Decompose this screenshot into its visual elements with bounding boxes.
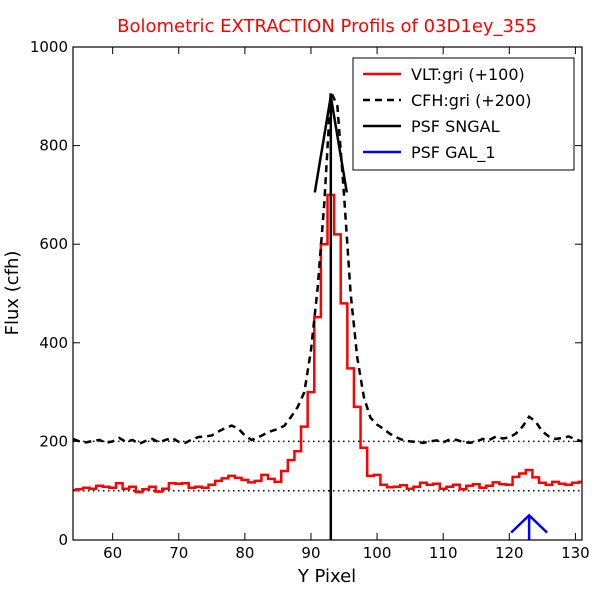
x-tick-label: 80 <box>235 544 254 562</box>
x-axis-label: Y Pixel <box>297 566 356 587</box>
y-axis-label: Flux (cfh) <box>2 251 23 336</box>
x-tick-label: 60 <box>103 544 122 562</box>
x-tick-label: 90 <box>301 544 320 562</box>
legend-label: CFH:gri (+200) <box>411 91 532 110</box>
y-tick-label: 0 <box>58 531 68 549</box>
series-vlt-line <box>73 193 582 494</box>
x-tick-label: 120 <box>495 544 524 562</box>
chart-title: Bolometric EXTRACTION Profils of 03D1ey_… <box>117 16 537 37</box>
y-tick-label: 800 <box>39 137 68 155</box>
legend-label: VLT:gri (+100) <box>411 65 525 84</box>
legend-label: PSF SNGAL <box>411 117 500 136</box>
x-tick-label: 100 <box>363 544 392 562</box>
y-tick-label: 600 <box>39 235 68 253</box>
legend-label: PSF GAL_1 <box>411 143 496 163</box>
x-tick-label: 70 <box>169 544 188 562</box>
plot-area: 60 70 80 90 100 110 120 130 0 200 400 600 800 1000 VLT… <box>30 38 590 562</box>
y-tick-label: 400 <box>39 334 68 352</box>
axes-frame <box>72 46 583 541</box>
x-tick-label: 130 <box>561 544 590 562</box>
series-cfh-line <box>73 90 582 446</box>
y-tick-label: 1000 <box>30 38 68 56</box>
x-tick-label: 110 <box>429 544 458 562</box>
y-tick-label: 200 <box>39 432 68 450</box>
marker-psf-gal1-arrowhead <box>510 513 548 534</box>
marker-psf-sngal-arrowhead <box>313 96 349 193</box>
